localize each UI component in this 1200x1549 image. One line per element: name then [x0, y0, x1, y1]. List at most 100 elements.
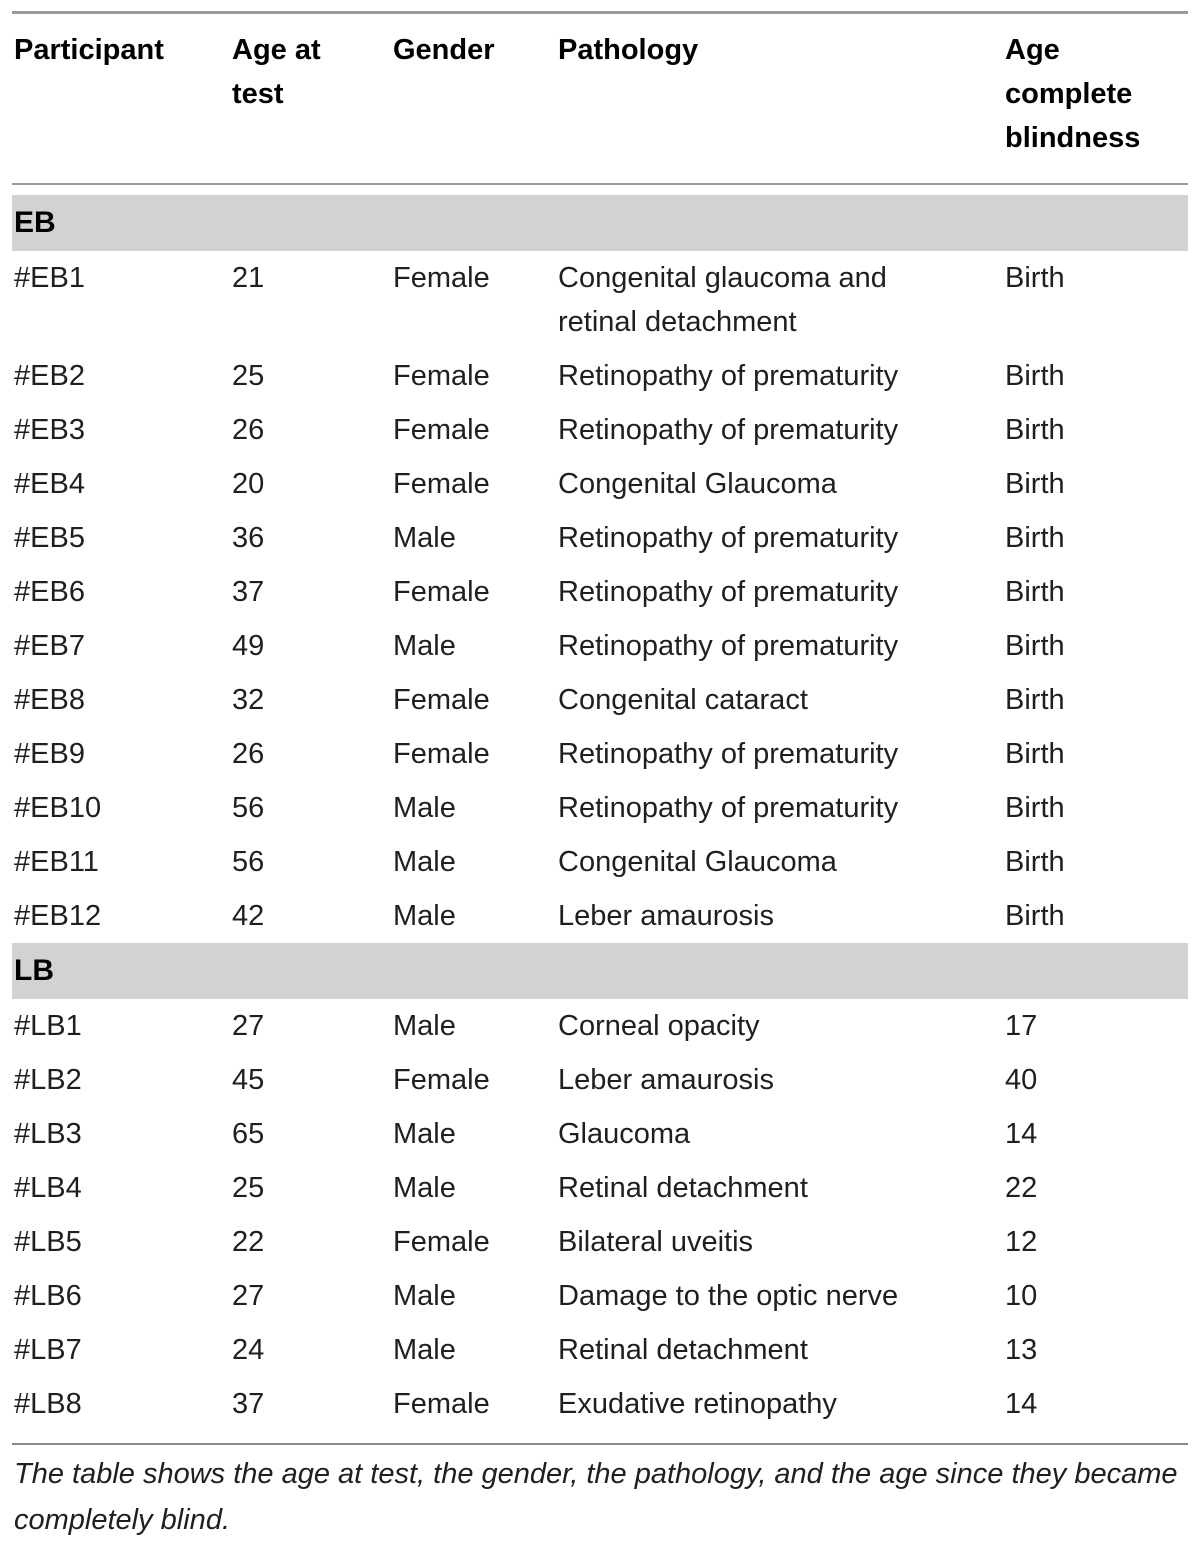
age-blindness-cell: Birth — [1005, 900, 1065, 932]
gender-cell: Male — [393, 846, 456, 878]
age-blindness-cell: 10 — [1005, 1280, 1038, 1312]
age-at-test-cell: 25 — [232, 1172, 265, 1204]
section-spacer — [12, 185, 1188, 195]
participant-cell: #EB3 — [14, 414, 85, 446]
pathology-cell: Congenital glaucoma and retinal detachme… — [558, 262, 887, 338]
gender-cell: Female — [393, 738, 490, 770]
participant-cell: #LB2 — [14, 1064, 82, 1096]
table-row: #LB4 25 Male Retinal detachment 22 — [12, 1161, 1188, 1215]
column-header-gender: Gender — [393, 14, 558, 185]
column-header-label: Age complete blindness — [1005, 34, 1141, 154]
age-at-test-cell: 24 — [232, 1334, 265, 1366]
age-blindness-cell: Birth — [1005, 792, 1065, 824]
participant-cell: #EB8 — [14, 684, 85, 716]
table-row: #LB5 22 Female Bilateral uveitis 12 — [12, 1215, 1188, 1269]
participant-cell: #LB1 — [14, 1010, 82, 1042]
age-blindness-cell: Birth — [1005, 684, 1065, 716]
age-at-test-cell: 20 — [232, 468, 265, 500]
age-at-test-cell: 26 — [232, 738, 265, 770]
participant-cell: #EB11 — [14, 846, 99, 878]
column-header-age-complete-blindness: Age complete blindness — [1005, 14, 1188, 185]
table-row: #EB11 56 Male Congenital Glaucoma Birth — [12, 835, 1188, 889]
participant-cell: #EB6 — [14, 576, 85, 608]
age-blindness-cell: Birth — [1005, 262, 1065, 294]
table-row: #EB7 49 Male Retinopathy of prematurity … — [12, 619, 1188, 673]
pathology-cell: Glaucoma — [558, 1118, 691, 1150]
pathology-cell: Retinopathy of prematurity — [558, 630, 899, 662]
table-row: #EB4 20 Female Congenital Glaucoma Birth — [12, 457, 1188, 511]
age-at-test-cell: 56 — [232, 846, 265, 878]
gender-cell: Male — [393, 1334, 456, 1366]
participant-cell: #EB12 — [14, 900, 102, 932]
table-row: #EB8 32 Female Congenital cataract Birth — [12, 673, 1188, 727]
pathology-cell: Corneal opacity — [558, 1010, 760, 1042]
column-header-participant: Participant — [12, 14, 232, 185]
age-blindness-cell: Birth — [1005, 414, 1065, 446]
gender-cell: Female — [393, 468, 490, 500]
table-row: #EB1 21 Female Congenital glaucoma and r… — [12, 251, 1188, 349]
pathology-cell: Leber amaurosis — [558, 900, 774, 932]
pathology-cell: Retinopathy of prematurity — [558, 792, 899, 824]
table-row: #LB7 24 Male Retinal detachment 13 — [12, 1323, 1188, 1377]
top-rule — [12, 11, 1188, 14]
participant-cell: #EB5 — [14, 522, 85, 554]
gender-cell: Male — [393, 900, 456, 932]
participant-cell: #EB10 — [14, 792, 102, 824]
age-at-test-cell: 27 — [232, 1280, 265, 1312]
pathology-cell: Damage to the optic nerve — [558, 1280, 899, 1312]
header-row: Participant Age at test Gender Pathology… — [12, 14, 1188, 185]
age-at-test-cell: 65 — [232, 1118, 265, 1150]
age-at-test-cell: 22 — [232, 1226, 265, 1258]
participant-cell: #LB5 — [14, 1226, 82, 1258]
section-label: EB — [14, 206, 56, 239]
pathology-cell: Congenital Glaucoma — [558, 468, 837, 500]
gender-cell: Male — [393, 1172, 456, 1204]
age-at-test-cell: 21 — [232, 262, 265, 294]
gender-cell: Female — [393, 1226, 490, 1258]
gender-cell: Male — [393, 1118, 456, 1150]
gender-cell: Female — [393, 684, 490, 716]
column-header-pathology: Pathology — [558, 14, 1005, 185]
age-at-test-cell: 45 — [232, 1064, 265, 1096]
gender-cell: Female — [393, 414, 490, 446]
participant-cell: #LB7 — [14, 1334, 82, 1366]
gender-cell: Male — [393, 1280, 456, 1312]
age-blindness-cell: 12 — [1005, 1226, 1038, 1258]
column-header-label: Age at test — [232, 34, 321, 110]
column-header-label: Gender — [393, 34, 495, 66]
participant-cell: #LB3 — [14, 1118, 82, 1150]
age-blindness-cell: Birth — [1005, 630, 1065, 662]
pathology-cell: Retinopathy of prematurity — [558, 360, 899, 392]
table-row: #EB6 37 Female Retinopathy of prematurit… — [12, 565, 1188, 619]
participant-cell: #LB4 — [14, 1172, 82, 1204]
table-footnote: The table shows the age at test, the gen… — [14, 1458, 1178, 1536]
table-row: #LB3 65 Male Glaucoma 14 — [12, 1107, 1188, 1161]
age-at-test-cell: 37 — [232, 1388, 265, 1420]
participant-cell: #LB6 — [14, 1280, 82, 1312]
gender-cell: Female — [393, 360, 490, 392]
age-blindness-cell: Birth — [1005, 846, 1065, 878]
column-header-age-at-test: Age at test — [232, 14, 393, 185]
table-row: #EB5 36 Male Retinopathy of prematurity … — [12, 511, 1188, 565]
table-row: #EB10 56 Male Retinopathy of prematurity… — [12, 781, 1188, 835]
age-at-test-cell: 36 — [232, 522, 265, 554]
table-row: #EB12 42 Male Leber amaurosis Birth — [12, 889, 1188, 943]
age-blindness-cell: 14 — [1005, 1388, 1038, 1420]
table-row: #LB1 27 Male Corneal opacity 17 — [12, 999, 1188, 1053]
table-row: #LB6 27 Male Damage to the optic nerve 1… — [12, 1269, 1188, 1323]
age-blindness-cell: Birth — [1005, 738, 1065, 770]
participant-cell: #LB8 — [14, 1388, 82, 1420]
column-header-label: Pathology — [558, 34, 699, 66]
age-at-test-cell: 56 — [232, 792, 265, 824]
pathology-cell: Retinal detachment — [558, 1172, 808, 1204]
section-header-row: EB — [12, 195, 1188, 251]
table-row: #EB2 25 Female Retinopathy of prematurit… — [12, 349, 1188, 403]
table-row: #EB3 26 Female Retinopathy of prematurit… — [12, 403, 1188, 457]
column-header-label: Participant — [14, 34, 164, 66]
pathology-cell: Congenital Glaucoma — [558, 846, 837, 878]
participant-cell: #EB1 — [14, 262, 85, 294]
age-at-test-cell: 25 — [232, 360, 265, 392]
gender-cell: Male — [393, 522, 456, 554]
gender-cell: Female — [393, 576, 490, 608]
pathology-cell: Leber amaurosis — [558, 1064, 774, 1096]
